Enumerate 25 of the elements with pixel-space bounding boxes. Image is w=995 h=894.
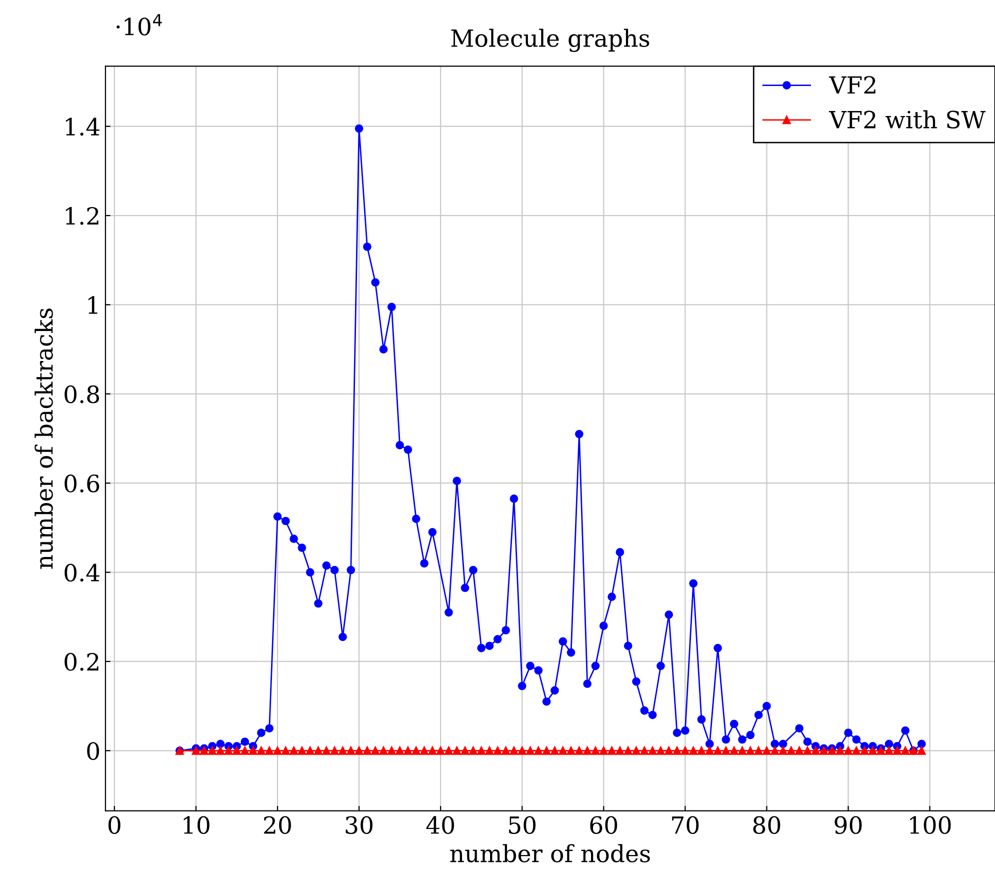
x-tick-label: 90 [834, 816, 862, 834]
y-tick-label: 0.8 [64, 385, 100, 404]
text: ·10$^{4}$ [116, 14, 162, 36]
y-axis-title: number of backtracks [34, 308, 53, 569]
x-tick-label: 20 [264, 816, 291, 834]
y-tick-label: 1 [88, 296, 98, 314]
x-tick-label: 70 [672, 816, 699, 834]
legend-label: VF2 [828, 76, 876, 94]
x-tick-label: 0 [108, 816, 120, 834]
x-tick-label: 60 [590, 816, 618, 834]
y-tick-label: 0.2 [64, 652, 98, 671]
x-tick-label: 100 [910, 816, 951, 834]
y-tick-label: 0 [87, 742, 100, 760]
y-tick-label: 1.4 [66, 118, 100, 136]
y-tick-label: 0.4 [64, 564, 100, 582]
x-tick-label: 80 [753, 816, 780, 834]
x-tick-label: 40 [426, 816, 454, 834]
legend-label: VF2 with SW [828, 110, 986, 129]
x-tick-label: 10 [184, 816, 210, 834]
y-tick-label: 1.2 [66, 206, 98, 225]
y-tick-label: 0.6 [64, 474, 100, 492]
x-tick-label: 30 [346, 816, 372, 834]
chart-title: Molecule graphs [451, 28, 650, 52]
x-axis-title: number of nodes [450, 844, 650, 862]
x-tick-label: 50 [509, 816, 536, 834]
